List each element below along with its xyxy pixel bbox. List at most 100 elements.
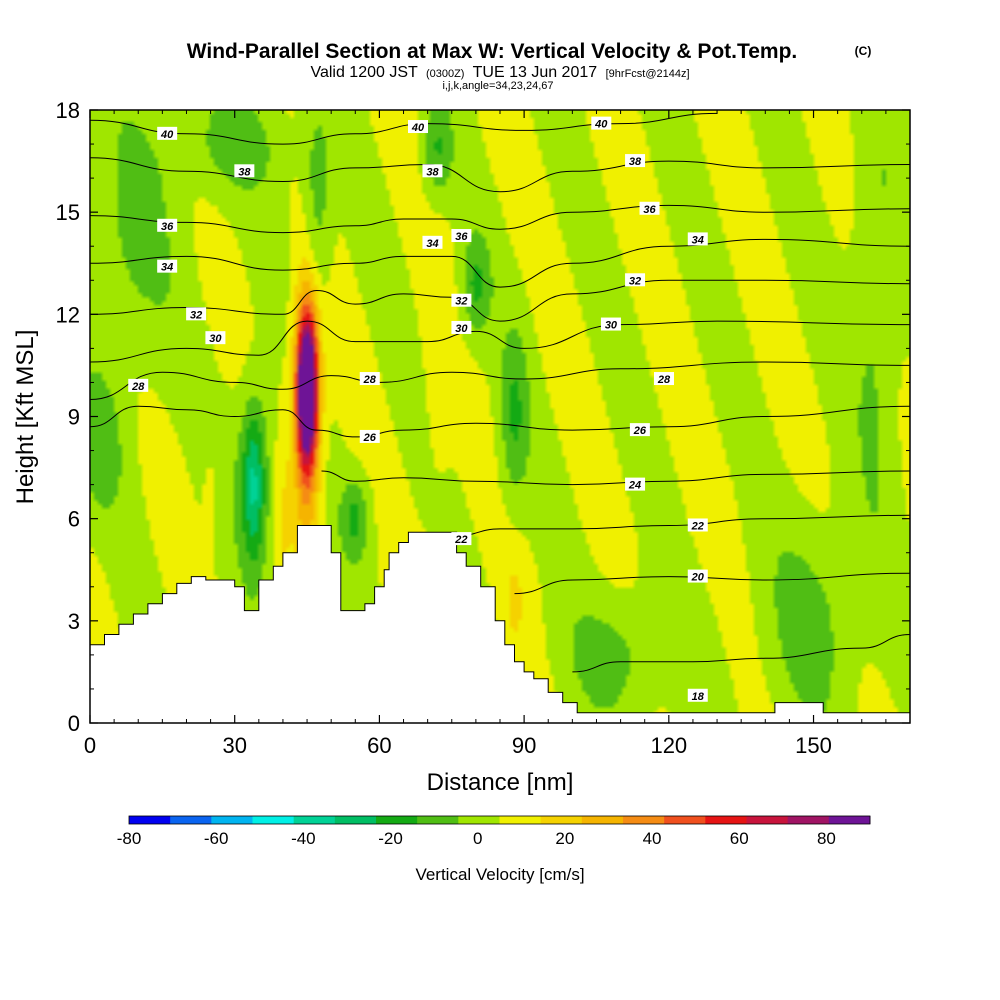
contour-label-box <box>687 232 708 246</box>
x-tick-label: 0 <box>84 733 96 758</box>
colorbar-tick-label: -20 <box>378 829 403 848</box>
colorbar-swatch <box>664 816 706 824</box>
contour-label-box <box>451 320 472 334</box>
contour-label-box <box>408 120 428 134</box>
colorbar-tick-label: 80 <box>817 829 836 848</box>
contour-label-box <box>654 372 674 386</box>
colorbar-swatch <box>828 816 871 824</box>
colorbar-swatch <box>581 816 624 824</box>
contour-label-box <box>422 235 443 249</box>
contour-label-box <box>422 164 443 178</box>
y-tick-label: 6 <box>68 507 80 532</box>
terrain-layer <box>89 525 911 724</box>
contour-label: 36 <box>455 231 468 243</box>
forecast-info: [9hrFcst@2144z] <box>606 68 690 80</box>
contour-label-box <box>687 518 708 532</box>
x-tick-label: 90 <box>512 733 536 758</box>
contour-label: 32 <box>455 296 467 308</box>
grid-indices: i,j,k,angle=34,23,24,67 <box>442 80 553 92</box>
contour-label: 28 <box>131 381 145 393</box>
contour-label: 34 <box>161 262 173 274</box>
valid-utc: (0300Z) <box>426 68 465 80</box>
contour-label: 36 <box>643 204 656 216</box>
colorbar-swatch <box>787 816 830 824</box>
theta-contour-36 <box>90 204 910 234</box>
contour-label-box <box>687 688 708 702</box>
valid-time: Valid 1200 JST (0300Z) TUE 13 Jun 2017 [… <box>310 64 689 81</box>
contour-label-box <box>451 229 472 243</box>
contour-label: 30 <box>605 320 618 332</box>
colorbar-tick-label: -60 <box>204 829 229 848</box>
colorbar-swatch <box>293 816 336 824</box>
colorbar-swatch <box>705 816 747 824</box>
theta-contour-18 <box>572 634 910 673</box>
theta-contour-38 <box>90 157 910 193</box>
contour-label-box <box>625 273 646 287</box>
contour-label-box <box>639 201 660 215</box>
y-tick-label: 9 <box>68 405 80 430</box>
colorbar-swatch <box>170 816 212 824</box>
contour-label-box <box>451 293 472 307</box>
contour-label: 38 <box>629 156 642 168</box>
colorbar-tick-label: -80 <box>117 829 142 848</box>
colorbar-label: Vertical Velocity [cm/s] <box>415 865 584 884</box>
chart-title: Wind-Parallel Section at Max W: Vertical… <box>187 40 798 63</box>
colorbar-tick-label: 40 <box>643 829 662 848</box>
colorbar-swatch <box>252 816 295 824</box>
contour-label: 32 <box>190 309 202 321</box>
y-tick-label: 3 <box>68 609 80 634</box>
colorbar-swatch <box>458 816 500 824</box>
contour-label-box <box>157 218 178 232</box>
contour-label: 40 <box>160 129 174 141</box>
contour-label-box <box>591 116 612 130</box>
y-tick-label: 15 <box>56 200 80 225</box>
contour-label: 34 <box>692 234 704 246</box>
contour-label: 34 <box>426 238 438 250</box>
contour-label: 32 <box>629 275 641 287</box>
valid-date: TUE 13 Jun 2017 <box>473 64 598 81</box>
theta-contour-28 <box>90 361 910 400</box>
x-tick-label: 30 <box>222 733 246 758</box>
theta-contour-30 <box>90 320 910 363</box>
colorbar-swatch <box>129 816 171 824</box>
colorbar-tick-label: -40 <box>291 829 316 848</box>
theta-contour-32 <box>90 279 910 322</box>
x-tick-label: 60 <box>367 733 391 758</box>
contour-label: 26 <box>363 432 377 444</box>
contour-label: 30 <box>455 323 468 335</box>
contour-label: 20 <box>691 572 705 584</box>
theta-contour-layer <box>90 112 910 673</box>
contour-label-box <box>128 378 149 392</box>
contour-label: 28 <box>363 374 377 386</box>
contour-label: 22 <box>454 534 467 546</box>
y-axis-label: Height [Kft MSL] <box>12 330 39 505</box>
y-tick-label: 18 <box>56 98 80 123</box>
contour-label-box <box>600 317 621 331</box>
contour-label-box <box>186 307 207 321</box>
colorbar-swatch <box>746 816 789 824</box>
contour-label-box <box>157 126 178 140</box>
contour-label: 18 <box>692 691 705 703</box>
contour-label-box <box>359 372 380 386</box>
contour-label: 30 <box>209 333 222 345</box>
contour-label: 38 <box>238 166 251 178</box>
contour-label: 28 <box>657 374 671 386</box>
theta-contour-34 <box>90 238 910 288</box>
colorbar-tick-label: 0 <box>473 829 482 848</box>
x-axis-label: Distance [nm] <box>427 769 574 796</box>
contour-label-box <box>625 154 646 168</box>
theta-contour-24 <box>321 470 910 486</box>
contour-label: 24 <box>628 480 641 492</box>
y-tick-label: 12 <box>56 302 80 327</box>
theta-contour-20 <box>514 572 910 595</box>
contour-label: 26 <box>633 425 647 437</box>
contour-label: 38 <box>426 166 439 178</box>
contour-label-box <box>687 569 708 583</box>
terrain-profile <box>89 525 911 724</box>
contour-label: 36 <box>161 221 174 233</box>
colorbar-swatch <box>623 816 665 824</box>
contour-label: 40 <box>594 119 608 131</box>
x-tick-label: 120 <box>650 733 687 758</box>
